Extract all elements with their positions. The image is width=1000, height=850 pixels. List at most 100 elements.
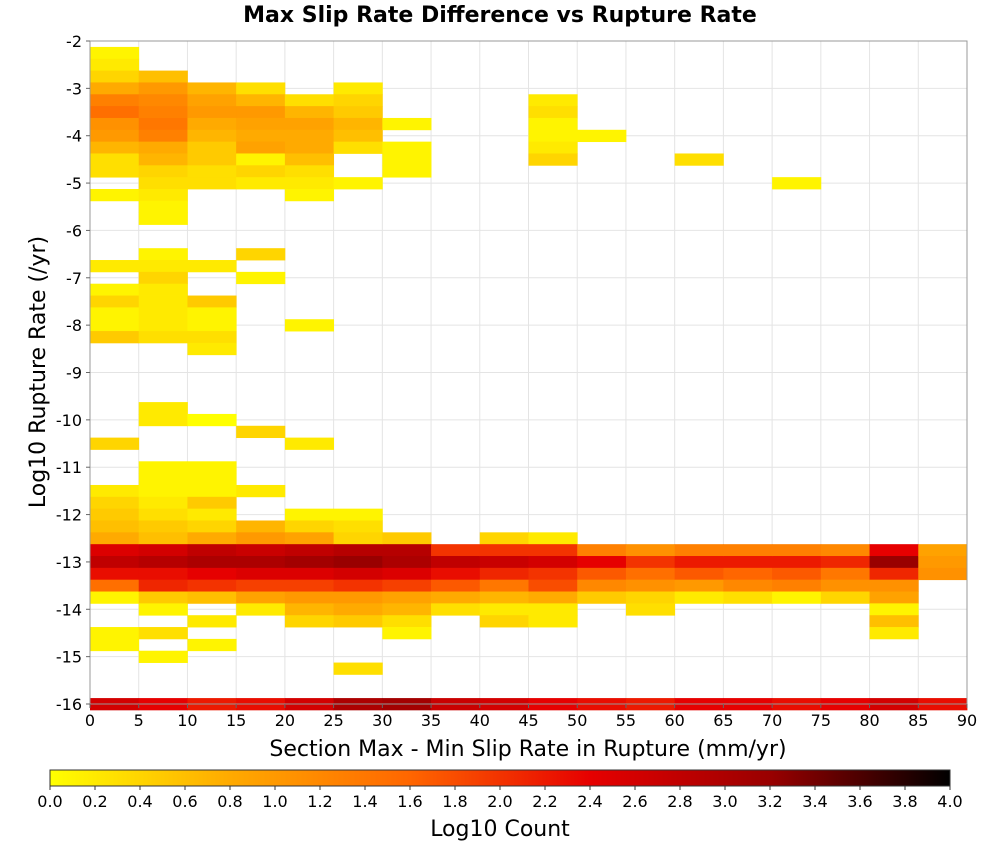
heatmap-cell xyxy=(284,141,335,154)
heatmap-cell xyxy=(138,413,188,427)
colorbar-tick-label: 2.2 xyxy=(532,792,557,811)
heatmap-cell xyxy=(869,544,919,557)
heatmap-cell xyxy=(138,188,188,202)
heatmap-cell xyxy=(187,532,237,545)
heatmap-cell xyxy=(90,129,140,143)
heatmap-cell xyxy=(236,556,286,569)
heatmap-cell xyxy=(333,567,383,581)
heatmap-cell xyxy=(772,567,822,581)
heatmap-cell xyxy=(333,615,383,628)
heatmap-cell xyxy=(236,591,286,604)
heatmap-cell xyxy=(382,615,432,628)
heatmap-cell xyxy=(625,591,676,604)
heatmap-cell xyxy=(382,165,432,178)
heatmap-cell xyxy=(723,567,773,581)
heatmap-cell xyxy=(284,603,335,616)
heatmap-cell xyxy=(187,307,237,320)
heatmap-cell xyxy=(138,177,188,190)
heatmap-cell xyxy=(869,591,919,604)
colorbar-tick-label: 0.2 xyxy=(82,792,107,811)
heatmap-cell xyxy=(577,591,627,604)
y-tick-label: -10 xyxy=(56,411,82,430)
heatmap-cell xyxy=(869,615,919,628)
heatmap-cell xyxy=(236,520,286,533)
y-tick-label: -16 xyxy=(56,695,82,714)
heatmap-cell xyxy=(625,544,676,557)
y-axis-ticks: -2 -3 -4 -5 -6 -7 -8 -9 -10 -11 -12 -13 -14 -15 -16 xyxy=(56,32,90,714)
heatmap-cell xyxy=(869,627,919,640)
heatmap-cell xyxy=(479,579,529,592)
heatmap-cell xyxy=(138,591,188,604)
heatmap-cell xyxy=(90,627,140,640)
colorbar-tick-label: 0.0 xyxy=(37,792,62,811)
heatmap-cell xyxy=(382,532,432,545)
heatmap-cell xyxy=(138,94,188,107)
heatmap-cell xyxy=(138,271,188,285)
colorbar-tick-label: 4.0 xyxy=(937,792,962,811)
heatmap-cell xyxy=(382,117,432,131)
heatmap-cell xyxy=(138,473,188,486)
x-tick-label: 70 xyxy=(762,711,782,730)
heatmap-cell xyxy=(723,556,773,569)
heatmap-cell xyxy=(138,165,188,178)
heatmap-cell xyxy=(479,544,529,557)
colorbar-tick-label: 2.0 xyxy=(487,792,512,811)
heatmap-cell xyxy=(90,117,140,131)
heatmap-cell xyxy=(138,70,188,83)
heatmap-cell xyxy=(382,627,432,640)
heatmap-cell xyxy=(138,153,188,166)
heatmap-cell xyxy=(138,508,188,521)
heatmap-cell xyxy=(138,129,188,143)
heatmap-cell xyxy=(138,650,188,663)
heatmap-cell xyxy=(431,567,481,581)
heatmap-cell xyxy=(187,331,237,344)
colorbar-tick-label: 1.6 xyxy=(397,792,422,811)
heatmap-cell xyxy=(577,567,627,581)
heatmap-cell xyxy=(382,544,432,557)
colorbar-tick-label: 1.0 xyxy=(262,792,287,811)
heatmap-cell xyxy=(138,260,188,273)
heatmap-cell xyxy=(431,603,481,616)
heatmap-cell xyxy=(479,615,529,628)
heatmap-cell xyxy=(333,532,383,545)
heatmap-cell xyxy=(284,319,335,332)
heatmap-cell xyxy=(772,591,822,604)
chart-title: Max Slip Rate Difference vs Rupture Rate xyxy=(243,3,757,28)
heatmap-cell xyxy=(333,556,383,569)
heatmap-cell xyxy=(90,141,140,154)
heatmap-cell xyxy=(138,319,188,332)
x-tick-label: 90 xyxy=(957,711,977,730)
x-tick-label: 80 xyxy=(859,711,879,730)
x-tick-label: 0 xyxy=(85,711,95,730)
heatmap-cell xyxy=(479,567,529,581)
heatmap-cell xyxy=(772,177,822,190)
x-tick-label: 45 xyxy=(518,711,538,730)
heatmap-cell xyxy=(187,413,237,427)
heatmap-cell xyxy=(90,484,140,498)
heatmap-cell xyxy=(90,556,140,569)
heatmap-cell xyxy=(333,520,383,533)
heatmap-cell xyxy=(187,461,237,474)
heatmap-cell xyxy=(333,508,383,521)
heatmap-cell xyxy=(90,46,140,60)
heatmap-cell xyxy=(187,319,237,332)
heatmap-cell xyxy=(90,106,140,119)
heatmap-cell xyxy=(479,556,529,569)
heatmap-cell xyxy=(333,579,383,592)
heatmap-cell xyxy=(138,307,188,320)
heatmap-cell xyxy=(333,117,383,131)
heatmap-cell xyxy=(528,615,578,628)
heatmap-cell xyxy=(382,603,432,616)
heatmap-cell xyxy=(187,544,237,557)
heatmap-cell xyxy=(236,425,286,439)
heatmap-cell xyxy=(187,106,237,119)
heatmap-cell xyxy=(236,106,286,119)
y-tick-label: -8 xyxy=(66,316,82,335)
colorbar-tick-label: 1.2 xyxy=(307,792,332,811)
heatmap-cell xyxy=(284,532,335,545)
heatmap-cell xyxy=(820,544,870,557)
x-tick-label: 30 xyxy=(372,711,392,730)
heatmap-cell xyxy=(333,94,383,107)
colorbar-label: Log10 Count xyxy=(430,817,570,842)
heatmap-cell xyxy=(187,579,237,592)
